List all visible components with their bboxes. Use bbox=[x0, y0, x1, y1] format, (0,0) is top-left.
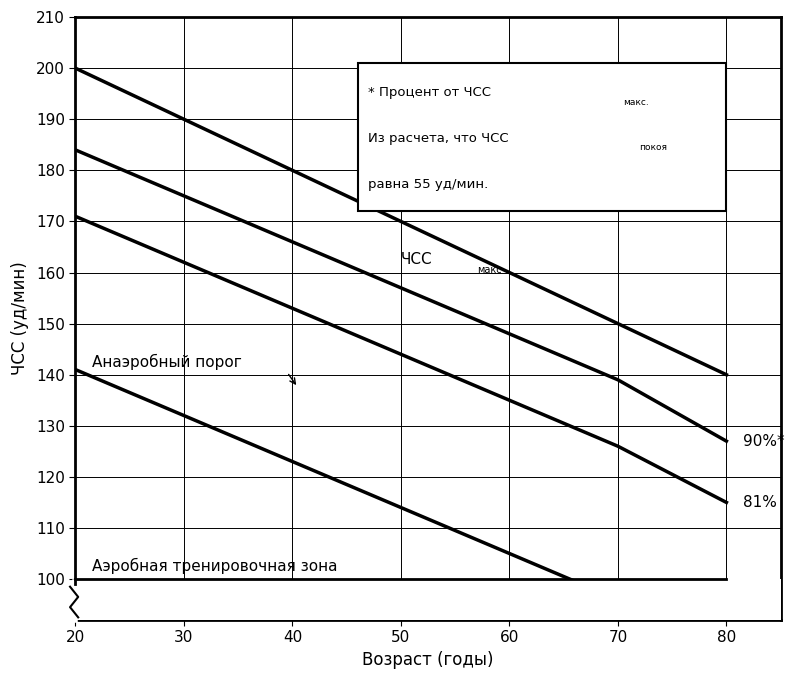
Text: равна 55 уд/мин.: равна 55 уд/мин. bbox=[368, 177, 489, 191]
Y-axis label: ЧСС (уд/мин): ЧСС (уд/мин) bbox=[11, 262, 29, 375]
Text: 90%*: 90%* bbox=[742, 434, 784, 449]
FancyBboxPatch shape bbox=[358, 63, 726, 211]
X-axis label: Возраст (годы): Возраст (годы) bbox=[362, 651, 494, 669]
Bar bbox=[75, 579, 781, 620]
Text: * Процент от ЧСС: * Процент от ЧСС bbox=[368, 86, 491, 99]
Text: макс: макс bbox=[477, 265, 502, 275]
Text: Анаэробный порог: Анаэробный порог bbox=[92, 354, 242, 370]
Text: Аэробная тренировочная зона: Аэробная тренировочная зона bbox=[92, 558, 338, 574]
Text: покоя: покоя bbox=[640, 143, 668, 152]
Text: ЧСС: ЧСС bbox=[401, 252, 433, 267]
Text: 60%: 60% bbox=[742, 602, 777, 617]
Text: Из расчета, что ЧСС: Из расчета, что ЧСС bbox=[368, 132, 509, 145]
Text: 81%: 81% bbox=[742, 495, 777, 510]
Text: макс.: макс. bbox=[623, 97, 649, 107]
